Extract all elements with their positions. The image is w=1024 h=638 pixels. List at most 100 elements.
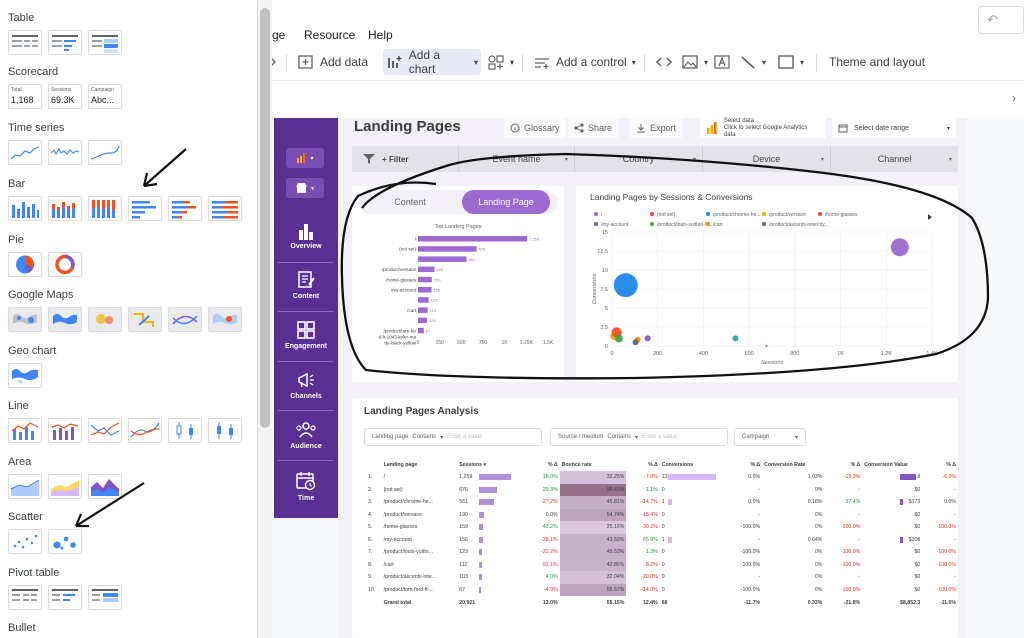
nav-channels[interactable]: Channels	[274, 370, 338, 400]
landing-page-cell[interactable]: /home-glasses	[383, 524, 418, 531]
chart-scorecard-text[interactable]: Campaign Abc...	[88, 84, 122, 109]
chart-scatter[interactable]	[8, 529, 42, 554]
landing-page-cell[interactable]: (not set)	[383, 486, 403, 493]
date-range-control[interactable]: Select date range ▾	[832, 118, 956, 138]
table-row[interactable]: 9. /product/ascents-inte... 103 4.0% 32.04% -…	[366, 571, 958, 584]
chart-line[interactable]	[88, 418, 122, 443]
landing-page-cell[interactable]: /my-account	[383, 536, 412, 543]
picker-scrollbar[interactable]	[258, 0, 272, 638]
table-header-cell[interactable]: % Δ	[750, 461, 761, 468]
chart-smoothed-line[interactable]	[128, 418, 162, 443]
select-data-control[interactable]: Select data Click to select Google Analyt…	[700, 118, 826, 138]
nav-content[interactable]: Content	[274, 270, 338, 300]
filter-device[interactable]: Device ▾	[702, 146, 830, 172]
chart-time-series[interactable]	[8, 140, 42, 165]
chart-map-line[interactable]	[128, 307, 162, 332]
table-header-cell[interactable]: % Δ	[850, 461, 861, 468]
chart-map-combined[interactable]	[208, 307, 242, 332]
table-row[interactable]: 6. /my-account 156 -28.1% 43.59% 65.9% 1 - 0.64%…	[366, 533, 958, 546]
landing-page-cell[interactable]: /	[383, 474, 386, 481]
tab-content[interactable]: Content	[394, 197, 426, 207]
chart-pivot-table-heatmap[interactable]	[88, 585, 122, 610]
menu-item-help[interactable]: Help	[368, 28, 393, 42]
chart-table-heatmap[interactable]	[88, 30, 122, 55]
data-source-button[interactable]: ▾	[286, 148, 324, 168]
image-button[interactable]: ▾	[678, 49, 711, 75]
export-button[interactable]: Export	[630, 118, 683, 138]
chart-table-bars[interactable]	[48, 30, 82, 55]
table-header-cell[interactable]: Conversion Rate	[764, 461, 806, 468]
chart-area[interactable]	[8, 474, 42, 499]
landing-page-cell[interactable]: /product/tom-ford-ft-...	[383, 586, 434, 593]
table-row[interactable]: 5. /home-glasses 159 43.2% 25.16% -30.2% 0 -100…	[366, 521, 958, 534]
chart-bar-horizontal[interactable]	[128, 196, 162, 221]
nav-audience[interactable]: Audience	[274, 420, 338, 450]
chart-map-filled[interactable]	[48, 307, 82, 332]
text-button[interactable]	[710, 49, 734, 75]
chart-pivot-table[interactable]	[8, 585, 42, 610]
landing-page-cell[interactable]: /product/louis-vuitto...	[383, 549, 433, 556]
community-viz-button[interactable]: ▾	[484, 49, 517, 75]
table-row[interactable]: 1. / 1,259 18.0% 32.25% -7.0% 13 0.0% 1.03% -15.3…	[366, 471, 958, 484]
landing-page-cell[interactable]: /cart	[383, 561, 394, 568]
undo-button[interactable]: ↶	[978, 6, 1024, 34]
chart-stacked-column[interactable]	[48, 196, 82, 221]
table-row[interactable]: 2. (not set) 676 29.3% 99.41% 1.1% 0 - 0% - $0 -	[366, 483, 958, 496]
landing-page-cell[interactable]: /product/chrome-he...	[383, 499, 433, 506]
chart-100-stacked-column[interactable]	[88, 196, 122, 221]
chart-candlestick-filled[interactable]	[208, 418, 242, 443]
chart-stacked-bar[interactable]	[168, 196, 202, 221]
campaign-filter-control[interactable]: Campaign ▾	[734, 428, 806, 446]
tab-landing-page[interactable]: Landing Page	[462, 190, 550, 214]
add-control-button[interactable]: Add a control ▾	[530, 49, 639, 75]
chart-stacked-combo[interactable]	[48, 418, 82, 443]
filter-channel[interactable]: Channel ▾	[830, 146, 958, 172]
table-header-cell[interactable]: % Δ	[548, 461, 558, 468]
store-selector-button[interactable]: ▾	[286, 178, 324, 198]
table-row[interactable]: 3. /product/chrome-he... 561 -27.2% 45.81% -1…	[366, 496, 958, 509]
chart-map-paths[interactable]	[168, 307, 202, 332]
table-row[interactable]: 4. /product/versace 190 0.0% 54.74% -15.4% 0 - 0…	[366, 508, 958, 521]
nav-overview[interactable]: Overview	[274, 222, 338, 250]
chart-combo[interactable]	[8, 418, 42, 443]
table-header-cell[interactable]: Conversions	[661, 461, 694, 468]
chart-map-heatmap[interactable]	[88, 307, 122, 332]
chevron-right-icon[interactable]: ›	[1012, 91, 1016, 105]
chart-time-series-sparkline[interactable]	[48, 140, 82, 165]
source-medium-filter-control[interactable]: Source / medium Contains ▾ Enter a value	[550, 428, 728, 446]
chart-donut[interactable]	[48, 252, 82, 277]
add-chart-button[interactable]: Add a chart ▾	[383, 48, 481, 76]
chart-pivot-table-bars[interactable]	[48, 585, 82, 610]
chart-scorecard-total[interactable]: Total 1,168	[8, 84, 42, 109]
chart-time-series-smoothed[interactable]	[88, 140, 122, 165]
glossary-button[interactable]: Glossary	[504, 118, 566, 138]
landing-page-cell[interactable]: /product/ascents-inte...	[383, 574, 437, 581]
nav-time[interactable]: Time	[274, 470, 338, 502]
menu-item-page[interactable]: ge	[272, 28, 286, 42]
share-button[interactable]: Share	[568, 118, 619, 138]
landing-page-filter-control[interactable]: Landing page Contains ▾ Enter a value	[364, 428, 542, 446]
filter-country[interactable]: Country ▾	[574, 146, 702, 172]
filter-event-name[interactable]: Event name ▾	[458, 146, 574, 172]
chart-table[interactable]	[8, 30, 42, 55]
embed-code-button[interactable]	[652, 49, 676, 75]
chart-100-stacked-area[interactable]	[88, 474, 122, 499]
table-header-cell[interactable]: % Δ	[648, 461, 658, 468]
chart-stacked-area[interactable]	[48, 474, 82, 499]
chart-column[interactable]	[8, 196, 42, 221]
table-header-cell[interactable]: Conversion Value	[864, 461, 908, 468]
table-header-cell[interactable]: Landing page	[383, 461, 418, 468]
table-header-cell[interactable]: Sessions ▾	[459, 461, 487, 468]
table-row[interactable]: 8. /cart 112 -92.1% 42.86% -8.2% 0 -100.0% 0% -10…	[366, 558, 958, 571]
add-data-button[interactable]: Add data	[294, 49, 371, 75]
menu-item-resource[interactable]: Resource	[304, 28, 356, 42]
chart-bubble[interactable]	[48, 529, 82, 554]
landing-page-cell[interactable]: /product/versace	[383, 511, 422, 518]
table-row[interactable]: 10. /product/tom-ford-ft-... 67 -4.9% 55.67%…	[366, 583, 958, 596]
nav-engagement[interactable]: Engagement	[274, 320, 338, 350]
chart-geo[interactable]	[8, 363, 42, 388]
chart-candlestick[interactable]	[168, 418, 202, 443]
chart-map-bubble[interactable]	[8, 307, 42, 332]
chart-100-stacked-bar[interactable]	[208, 196, 242, 221]
theme-layout-button[interactable]: Theme and layout	[826, 49, 928, 75]
